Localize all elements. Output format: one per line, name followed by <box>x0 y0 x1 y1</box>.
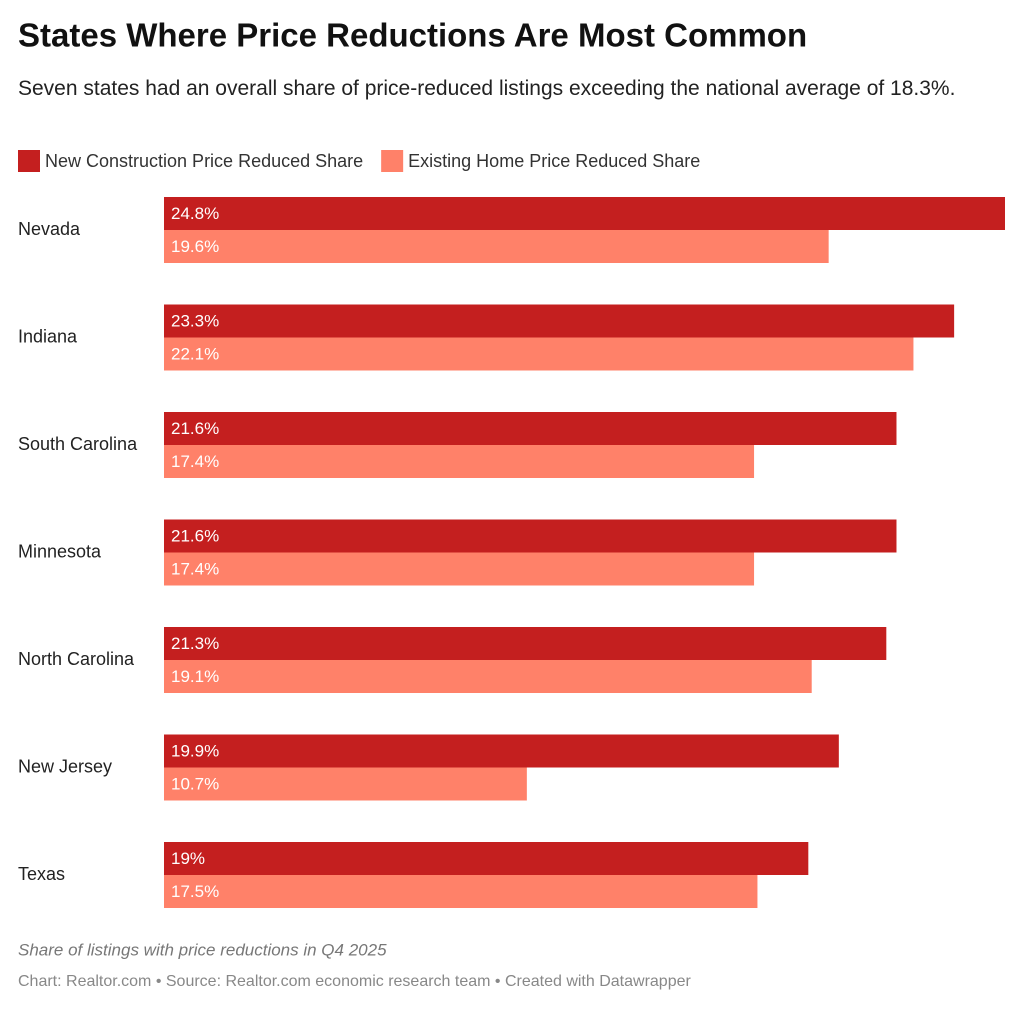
legend-swatch <box>18 150 40 172</box>
bar <box>164 552 755 586</box>
value-label: 22.1% <box>171 344 219 363</box>
bar <box>164 519 897 553</box>
bar <box>164 842 809 875</box>
value-label: 10.7% <box>171 774 219 793</box>
legend-label: Existing Home Price Reduced Share <box>408 151 700 171</box>
value-label: 21.6% <box>171 526 219 545</box>
bar <box>164 230 829 263</box>
legend-swatch <box>381 150 404 172</box>
category-label: Indiana <box>18 326 78 346</box>
value-label: 19.9% <box>171 741 219 760</box>
source: Chart: Realtor.com • Source: Realtor.com… <box>18 973 691 990</box>
bar <box>164 660 812 693</box>
bar <box>164 767 527 801</box>
value-label: 19% <box>171 849 205 868</box>
bar <box>164 734 839 768</box>
value-label: 21.3% <box>171 634 219 653</box>
subtitle: Seven states had an overall share of pri… <box>18 77 956 100</box>
value-label: 19.6% <box>171 237 219 256</box>
category-label: South Carolina <box>18 434 138 454</box>
value-label: 17.4% <box>171 559 219 578</box>
bar <box>164 875 758 908</box>
category-label: New Jersey <box>18 756 112 776</box>
bar <box>164 412 897 445</box>
value-label: 17.5% <box>171 882 219 901</box>
value-label: 21.6% <box>171 419 219 438</box>
value-label: 19.1% <box>171 667 219 686</box>
value-label: 24.8% <box>171 204 219 223</box>
bar <box>164 627 887 660</box>
note: Share of listings with price reductions … <box>18 940 387 959</box>
value-label: 23.3% <box>171 311 219 330</box>
chart-title: States Where Price Reductions Are Most C… <box>18 17 807 54</box>
bar <box>164 337 914 371</box>
category-label: Minnesota <box>18 541 102 561</box>
legend-label: New Construction Price Reduced Share <box>45 151 363 171</box>
bar <box>164 445 755 478</box>
category-label: North Carolina <box>18 649 135 669</box>
value-label: 17.4% <box>171 452 219 471</box>
bar <box>164 304 955 338</box>
category-label: Texas <box>18 864 65 884</box>
bar <box>164 197 1005 230</box>
category-label: Nevada <box>18 219 81 239</box>
